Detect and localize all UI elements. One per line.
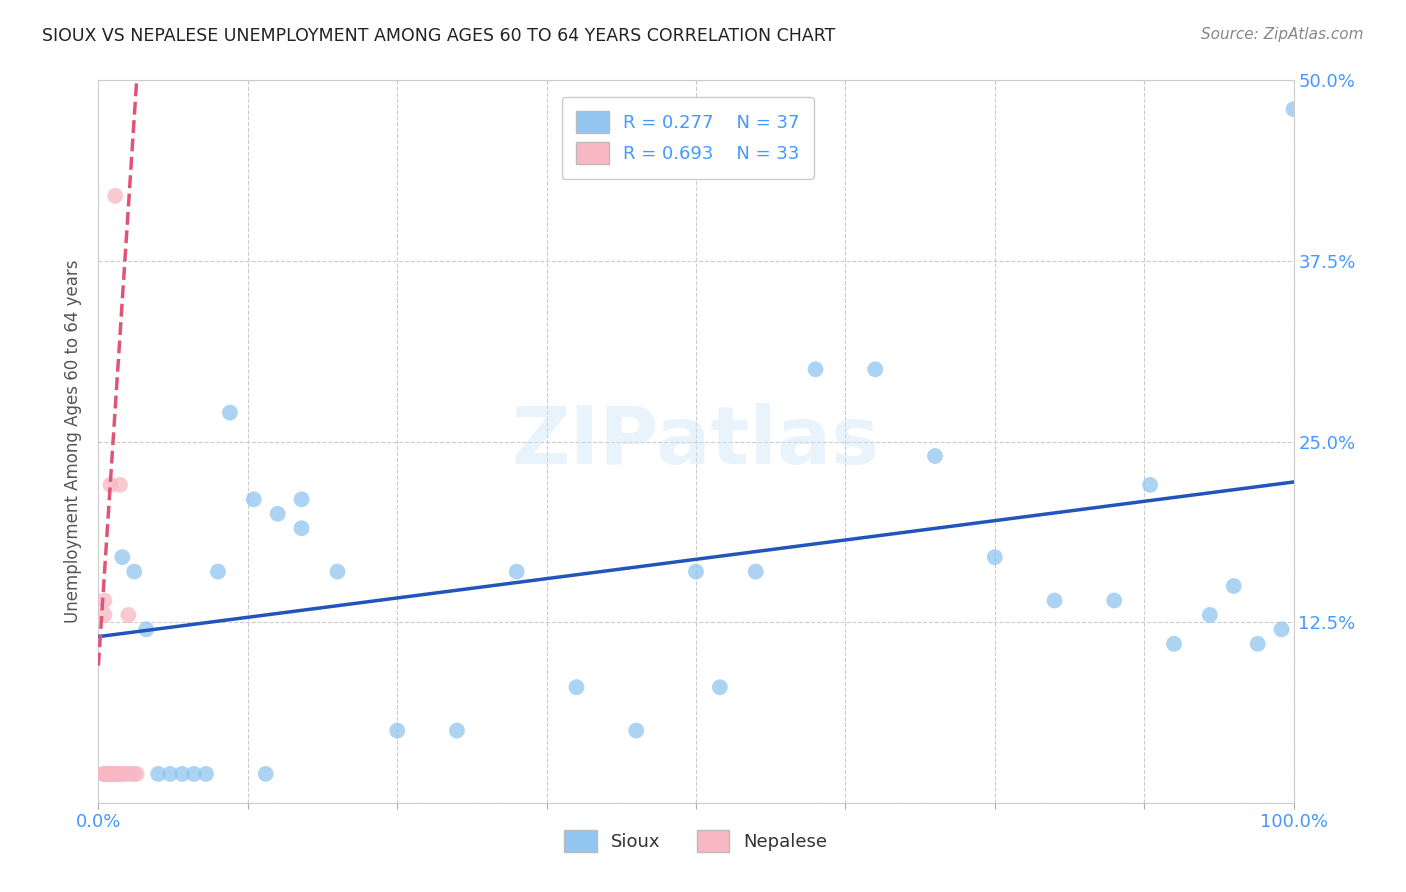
Point bbox=[685, 565, 707, 579]
Point bbox=[101, 767, 124, 781]
Point bbox=[93, 767, 115, 781]
Point bbox=[1104, 593, 1126, 607]
Point bbox=[111, 767, 134, 781]
Point bbox=[172, 767, 194, 781]
Point bbox=[93, 767, 115, 781]
Point bbox=[1199, 607, 1222, 622]
Point bbox=[93, 767, 115, 781]
Point bbox=[804, 362, 827, 376]
Point bbox=[108, 767, 131, 781]
Point bbox=[984, 550, 1007, 565]
Point bbox=[1043, 593, 1066, 607]
Point bbox=[446, 723, 468, 738]
Point bbox=[98, 478, 122, 492]
Y-axis label: Unemployment Among Ages 60 to 64 years: Unemployment Among Ages 60 to 64 years bbox=[65, 260, 83, 624]
Point bbox=[709, 680, 731, 694]
Point bbox=[1223, 579, 1246, 593]
Point bbox=[121, 767, 143, 781]
Point bbox=[97, 767, 120, 781]
Point bbox=[291, 521, 314, 535]
Point bbox=[105, 767, 128, 781]
Point bbox=[243, 492, 266, 507]
Point bbox=[183, 767, 205, 781]
Point bbox=[101, 767, 124, 781]
Point bbox=[111, 550, 134, 565]
Point bbox=[326, 565, 349, 579]
Point bbox=[104, 189, 127, 203]
Point bbox=[93, 767, 115, 781]
Point bbox=[105, 767, 128, 781]
Point bbox=[124, 565, 146, 579]
Point bbox=[219, 406, 242, 420]
Point bbox=[93, 767, 115, 781]
Point bbox=[1271, 623, 1294, 637]
Point bbox=[101, 767, 124, 781]
Point bbox=[254, 767, 277, 781]
Point bbox=[267, 507, 290, 521]
Point bbox=[108, 767, 131, 781]
Text: SIOUX VS NEPALESE UNEMPLOYMENT AMONG AGES 60 TO 64 YEARS CORRELATION CHART: SIOUX VS NEPALESE UNEMPLOYMENT AMONG AGE… bbox=[42, 27, 835, 45]
Point bbox=[114, 767, 136, 781]
Text: Source: ZipAtlas.com: Source: ZipAtlas.com bbox=[1201, 27, 1364, 42]
Point bbox=[148, 767, 170, 781]
Point bbox=[1282, 102, 1305, 116]
Point bbox=[117, 607, 139, 622]
Point bbox=[135, 623, 157, 637]
Point bbox=[865, 362, 887, 376]
Point bbox=[93, 767, 115, 781]
Text: ZIPatlas: ZIPatlas bbox=[512, 402, 880, 481]
Point bbox=[207, 565, 229, 579]
Point bbox=[93, 593, 115, 607]
Point bbox=[93, 607, 115, 622]
Point bbox=[159, 767, 181, 781]
Point bbox=[506, 565, 529, 579]
Point bbox=[117, 767, 139, 781]
Point bbox=[105, 767, 128, 781]
Point bbox=[97, 767, 120, 781]
Point bbox=[195, 767, 218, 781]
Point bbox=[924, 449, 946, 463]
Point bbox=[108, 478, 131, 492]
Point bbox=[745, 565, 768, 579]
Point bbox=[101, 767, 124, 781]
Legend: Sioux, Nepalese: Sioux, Nepalese bbox=[557, 822, 835, 859]
Point bbox=[565, 680, 588, 694]
Point bbox=[385, 723, 409, 738]
Point bbox=[1139, 478, 1161, 492]
Point bbox=[291, 492, 314, 507]
Point bbox=[124, 767, 146, 781]
Point bbox=[626, 723, 648, 738]
Point bbox=[101, 767, 124, 781]
Point bbox=[98, 767, 122, 781]
Point bbox=[98, 767, 122, 781]
Point bbox=[105, 767, 128, 781]
Point bbox=[1247, 637, 1270, 651]
Point bbox=[125, 767, 148, 781]
Point bbox=[1163, 637, 1185, 651]
